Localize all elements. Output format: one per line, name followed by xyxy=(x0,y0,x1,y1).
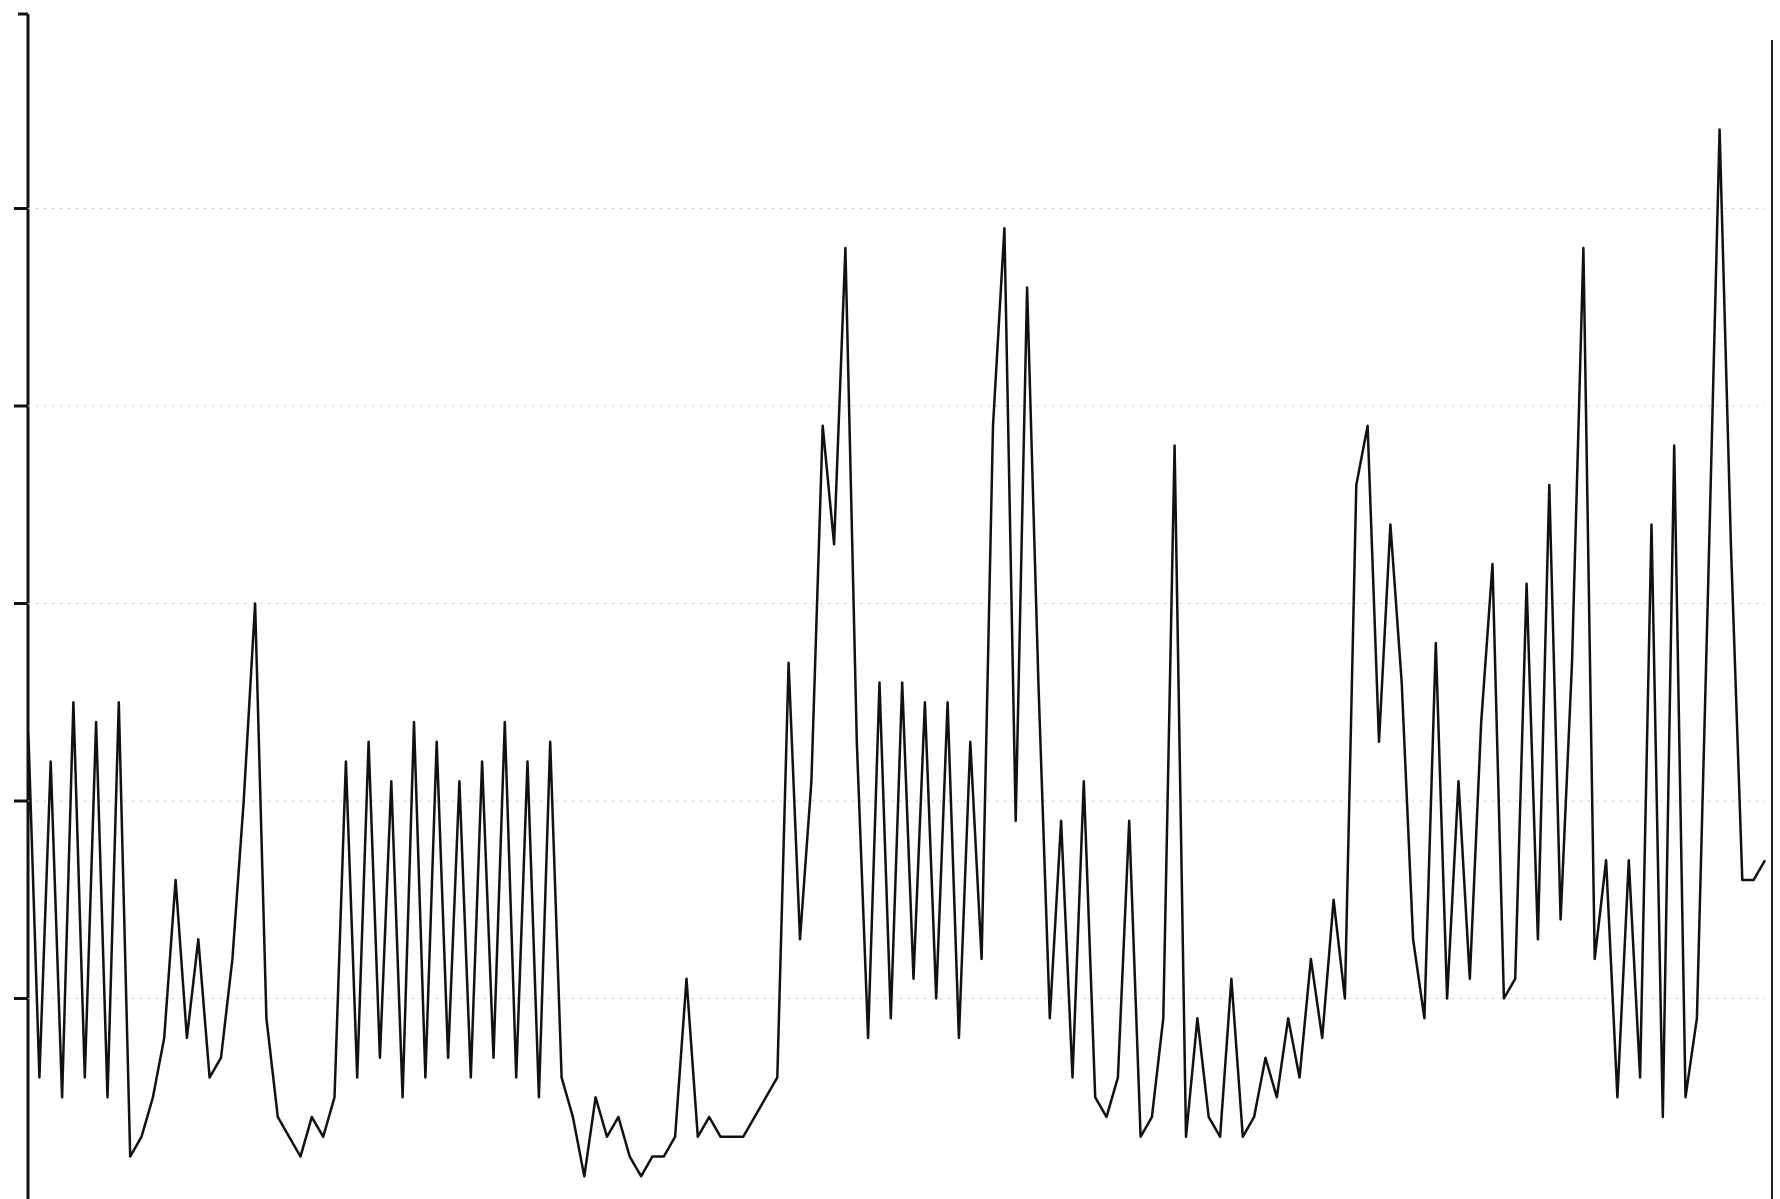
data-line xyxy=(26,128,1767,1178)
